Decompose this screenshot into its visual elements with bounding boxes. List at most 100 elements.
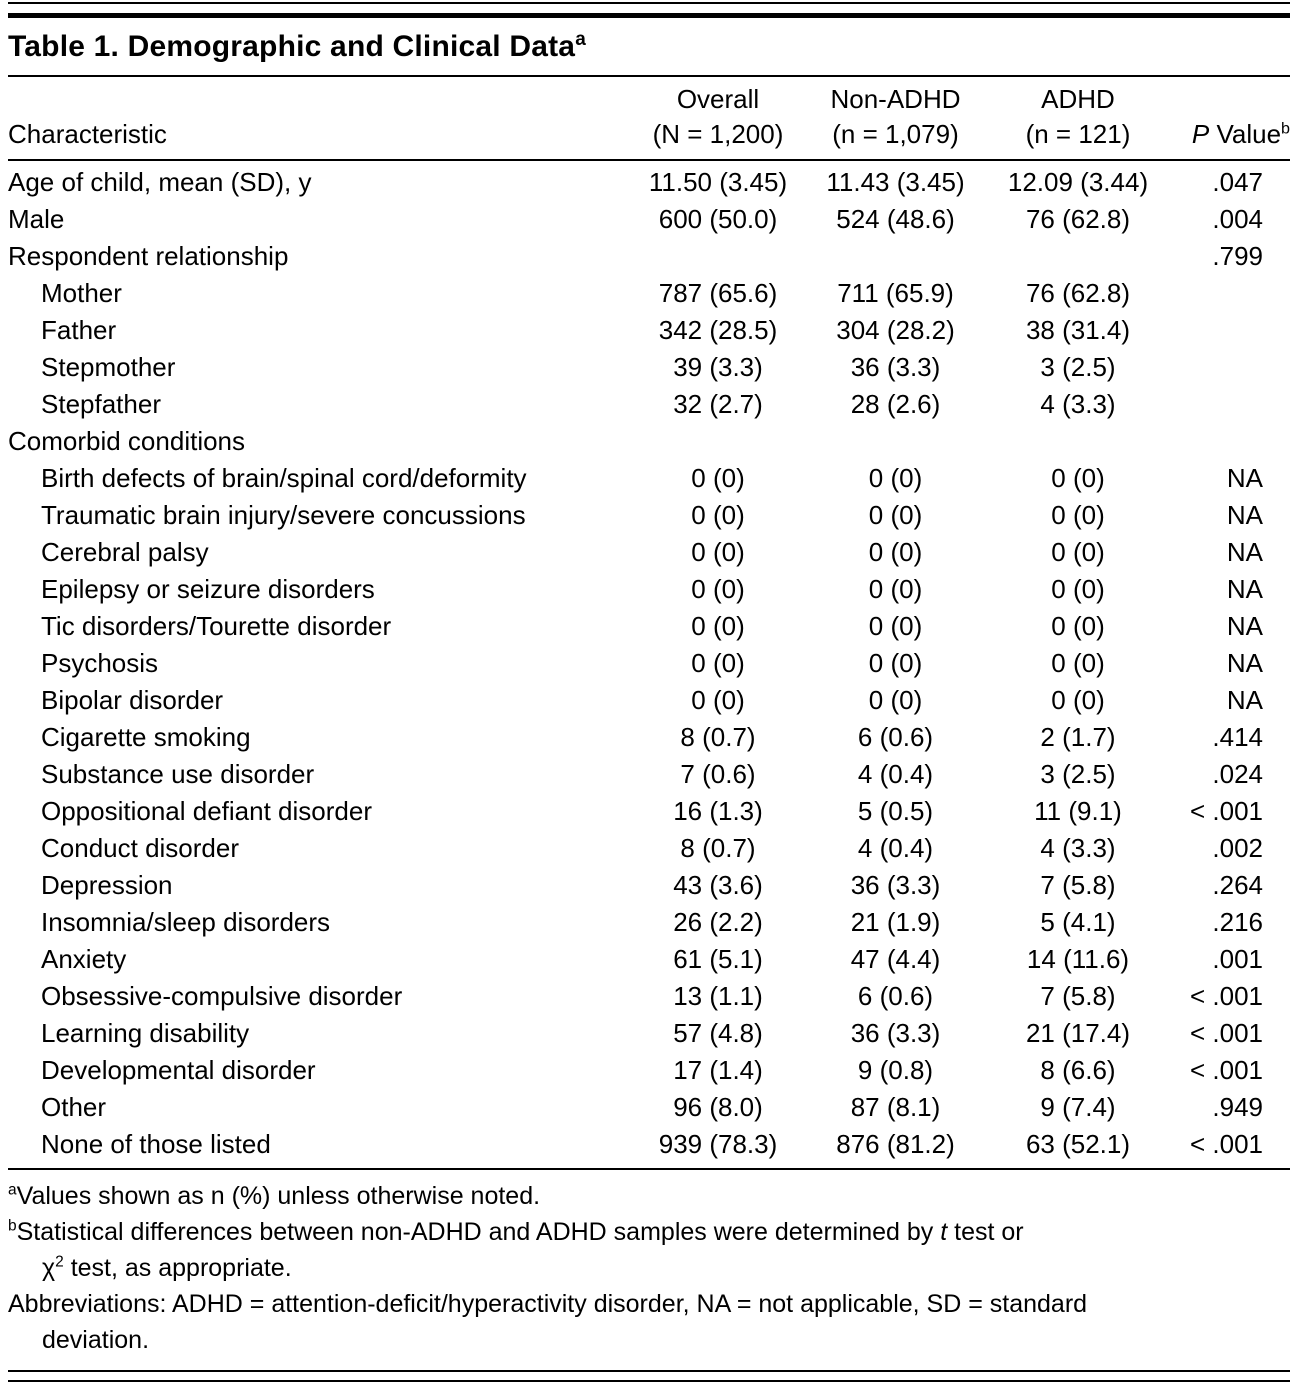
table-row: Bipolar disorder 0 (0) 0 (0) 0 (0) NA <box>8 682 1290 719</box>
cell-adhd: 3 (2.5) <box>1040 759 1116 789</box>
cell-p-value: < .001 <box>1189 1018 1263 1048</box>
cell-p-value: NA <box>1226 574 1263 604</box>
cell-non-adhd <box>803 238 988 275</box>
cell-non-adhd: 6 (0.6) <box>857 981 934 1011</box>
cell-overall: 57 (4.8) <box>673 1018 763 1048</box>
cell-non-adhd: 304 (28.2) <box>836 315 955 345</box>
table-row: Stepfather 32 (2.7) 28 (2.6) 4 (3.3) <box>8 386 1290 423</box>
footnote-b-text-pre: Statistical differences between non-ADHD… <box>16 1218 941 1246</box>
cell-adhd: 14 (11.6) <box>1026 944 1130 974</box>
cell-non-adhd: 21 (1.9) <box>850 907 941 937</box>
cell-overall: 26 (2.2) <box>673 907 763 937</box>
cell-adhd: 38 (31.4) <box>1025 315 1131 345</box>
table-row: Anxiety 61 (5.1) 47 (4.4) 14 (11.6) .001 <box>8 941 1290 978</box>
cell-overall: 939 (78.3) <box>658 1129 778 1159</box>
table-title-superscript: a <box>575 29 586 50</box>
cell-non-adhd: 0 (0) <box>868 648 923 678</box>
row-label: Cigarette smoking <box>41 722 251 752</box>
cell-overall: 16 (1.3) <box>673 796 763 826</box>
rule-below-title <box>8 75 1290 77</box>
table-row: Conduct disorder 8 (0.7) 4 (0.4) 4 (3.3) .00… <box>8 830 1290 867</box>
column-header-adhd: ADHD (n = 121) <box>988 82 1168 152</box>
cell-non-adhd: 4 (0.4) <box>857 759 934 789</box>
cell-overall: 32 (2.7) <box>673 389 763 419</box>
cell-non-adhd: 47 (4.4) <box>850 944 941 974</box>
cell-overall: 11.50 (3.45) <box>648 167 788 197</box>
column-header-p-value-label: P Valueb <box>1168 116 1290 152</box>
cell-p-value <box>1168 275 1290 312</box>
cell-adhd: 7 (5.8) <box>1040 870 1116 900</box>
cell-overall: 61 (5.1) <box>673 944 763 974</box>
cell-non-adhd: 4 (0.4) <box>857 833 934 863</box>
cell-overall: 96 (8.0) <box>673 1092 763 1122</box>
footnote-b-chi: χ <box>42 1254 56 1282</box>
cell-adhd: 2 (1.7) <box>1040 722 1116 752</box>
row-label: Conduct disorder <box>41 833 239 863</box>
footnote-a-text: Values shown as n (%) unless otherwise n… <box>16 1182 541 1210</box>
cell-adhd: 0 (0) <box>1051 685 1105 715</box>
table-row: Psychosis 0 (0) 0 (0) 0 (0) NA <box>8 645 1290 682</box>
column-header-adhd-line2: (n = 121) <box>1025 119 1131 149</box>
cell-adhd: 11 (9.1) <box>1034 796 1122 826</box>
cell-non-adhd: 0 (0) <box>868 537 923 567</box>
column-header-adhd-line1: ADHD <box>1041 84 1115 114</box>
cell-non-adhd: 11.43 (3.45) <box>826 167 965 197</box>
cell-adhd: 0 (0) <box>1051 574 1105 604</box>
row-label: Developmental disorder <box>41 1055 316 1085</box>
footnote-b-line2-text: test, as appropriate. <box>63 1254 292 1282</box>
cell-p-value: NA <box>1226 611 1263 641</box>
cell-p-value: NA <box>1226 463 1263 493</box>
cell-overall: 13 (1.1) <box>673 981 763 1011</box>
cell-p-value: < .001 <box>1189 981 1263 1011</box>
cell-adhd: 21 (17.4) <box>1025 1018 1131 1048</box>
cell-non-adhd: 0 (0) <box>868 500 923 530</box>
cell-p-value: .004 <box>1212 204 1263 234</box>
table-title-text: Table 1. Demographic and Clinical Data <box>8 30 576 63</box>
cell-overall <box>633 423 803 460</box>
p-value-italic-p: P <box>1191 119 1210 149</box>
column-header-overall: Overall (N = 1,200) <box>633 82 803 152</box>
column-header-characteristic-label: Characteristic <box>8 119 167 149</box>
cell-overall <box>633 238 803 275</box>
cell-non-adhd: 0 (0) <box>868 611 923 641</box>
row-label: Tic disorders/Tourette disorder <box>41 611 392 641</box>
cell-non-adhd: 9 (0.8) <box>857 1055 934 1085</box>
table-row: Father 342 (28.5) 304 (28.2) 38 (31.4) <box>8 312 1290 349</box>
row-label: None of those listed <box>41 1129 271 1159</box>
row-label: Substance use disorder <box>41 759 315 789</box>
row-label: Male <box>8 204 65 234</box>
row-label: Respondent relationship <box>8 241 289 271</box>
table-row: Birth defects of brain/spinal cord/defor… <box>8 460 1290 497</box>
abbreviations-line2: deviation. <box>42 1326 150 1354</box>
cell-adhd: 3 (2.5) <box>1040 352 1116 382</box>
cell-p-value <box>1168 349 1290 386</box>
table-row: Male 600 (50.0) 524 (48.6) 76 (62.8) .004 <box>8 201 1290 238</box>
cell-adhd: 7 (5.8) <box>1040 981 1116 1011</box>
cell-overall: 0 (0) <box>691 685 745 715</box>
footnote-b-chi-superscript: 2 <box>55 1253 64 1271</box>
cell-non-adhd <box>803 423 988 460</box>
cell-p-value: .799 <box>1212 241 1263 271</box>
footnote-b-text-post: test or <box>947 1218 1024 1246</box>
table-row: Developmental disorder 17 (1.4) 9 (0.8) 8 (… <box>8 1052 1290 1089</box>
top-rule <box>8 2 1290 18</box>
cell-adhd: 5 (4.1) <box>1040 907 1116 937</box>
cell-overall: 0 (0) <box>691 500 745 530</box>
column-header-characteristic: Characteristic <box>8 116 633 152</box>
cell-non-adhd: 5 (0.5) <box>857 796 934 826</box>
cell-adhd: 4 (3.3) <box>1040 389 1116 419</box>
row-label: Cerebral palsy <box>41 537 209 567</box>
cell-adhd <box>988 423 1168 460</box>
table-row: Cerebral palsy 0 (0) 0 (0) 0 (0) NA <box>8 534 1290 571</box>
footnote-b-line2: χ2 test, as appropriate. <box>8 1250 1290 1286</box>
row-label: Father <box>41 315 117 345</box>
cell-non-adhd: 0 (0) <box>868 463 923 493</box>
row-label: Traumatic brain injury/severe concussion… <box>41 500 526 530</box>
abbreviations-line1: Abbreviations: ADHD = attention-deficit/… <box>8 1290 1088 1318</box>
cell-p-value <box>1168 423 1290 460</box>
column-header-non-adhd-line2: (n = 1,079) <box>832 119 959 149</box>
footnote-b-italic-t: t <box>940 1218 948 1246</box>
cell-overall: 787 (65.6) <box>658 278 778 308</box>
table-row: Comorbid conditions <box>8 423 1290 460</box>
row-label: Obsessive-compulsive disorder <box>41 981 403 1011</box>
